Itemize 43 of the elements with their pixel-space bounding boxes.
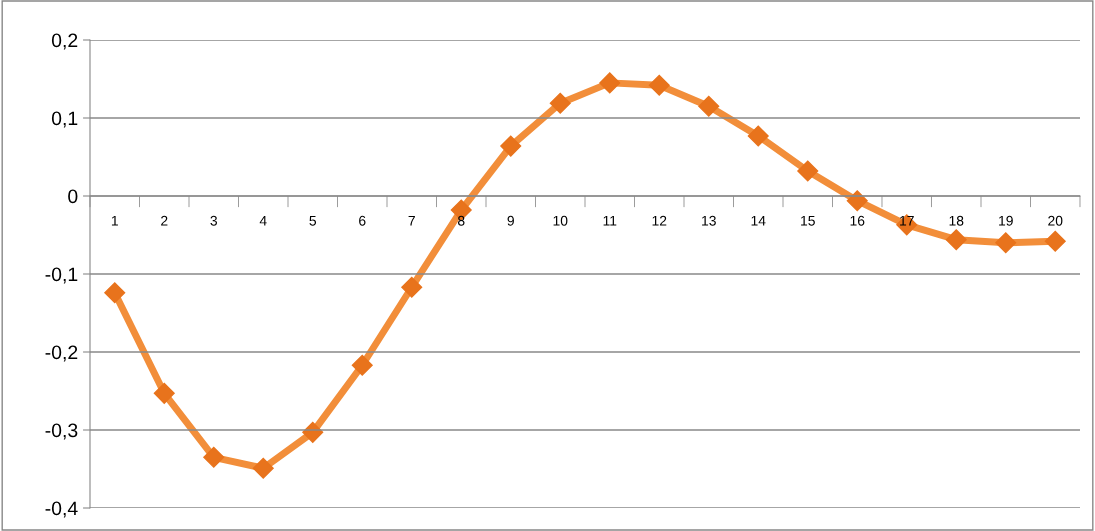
x-tick-label: 13 [702,215,716,226]
y-tick-label: -0,3 [45,423,78,440]
x-tick-label: 16 [850,215,865,226]
point [648,74,670,96]
point [351,354,373,376]
x-tick-label: 20 [1048,215,1063,226]
x-tick-label: 14 [751,215,766,226]
y-tick-label: -0,2 [45,345,78,362]
y-tick-label: 0,1 [51,111,78,128]
x-tick-label: 9 [507,215,514,226]
x-tick-label: 5 [309,215,317,226]
point [995,232,1017,254]
point [747,125,769,147]
x-tick-label: 7 [408,215,415,226]
point [401,276,423,298]
x-tick-label: 15 [801,215,815,226]
y-tick-label: 0 [68,189,78,204]
x-tick-label: 12 [652,215,667,226]
point [203,446,225,468]
x-tick-label: 6 [359,215,366,226]
point [500,135,522,157]
x-tick-label: 17 [900,215,914,226]
point [797,160,819,182]
y-tick-label: 0,2 [51,33,78,50]
point [1044,230,1066,252]
point [549,92,571,114]
point [252,457,274,479]
x-tick-label: 18 [949,215,964,226]
x-tick-label: 2 [161,215,168,226]
point [945,229,967,251]
point [698,95,720,117]
x-tick-label: 1 [111,215,118,226]
x-tick-label: 19 [999,215,1013,226]
x-tick-label: 4 [259,215,267,226]
x-tick-label: 10 [553,215,568,226]
point [846,190,868,212]
x-tick-label: 11 [603,215,617,226]
x-tick-label: 3 [210,215,217,226]
point [153,382,175,404]
y-tick-label: -0,4 [45,501,78,518]
y-tick-label: -0,1 [45,267,78,284]
point [104,282,126,304]
point [599,72,621,94]
